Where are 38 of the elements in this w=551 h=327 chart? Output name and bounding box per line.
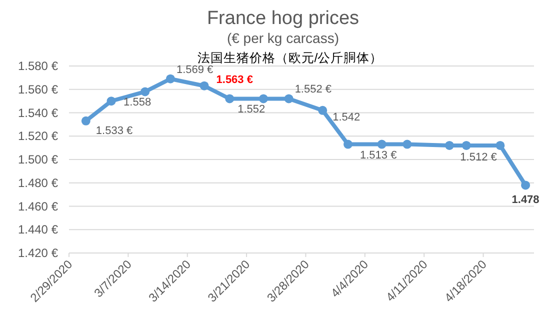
point	[444, 140, 454, 150]
data-label: 1.569 €	[176, 64, 214, 76]
y-tick-label: 1.580 €	[18, 59, 58, 73]
y-tick-label: 1.420 €	[18, 246, 58, 260]
point	[200, 81, 209, 90]
y-tick-label: 1.540 €	[18, 106, 58, 120]
data-label: 1.512 €	[460, 151, 497, 164]
y-tick-label: 1.460 €	[18, 199, 58, 214]
y-tick-label: 1.480 €	[18, 176, 58, 190]
point	[166, 74, 175, 84]
data-label: 1.558	[124, 96, 152, 109]
data-label: 1.552	[238, 104, 266, 116]
point	[402, 140, 412, 149]
point	[377, 140, 386, 149]
point	[284, 94, 294, 104]
point	[462, 140, 471, 150]
point	[318, 106, 328, 115]
point	[140, 87, 150, 96]
data-label: 1.552 €	[294, 84, 332, 96]
y-tick-label: 1.520 €	[18, 129, 58, 144]
data-label: 1.513 €	[360, 149, 397, 162]
data-label: 1.533 €	[96, 124, 133, 137]
text: 法国生猪价格（欧元/公斤胴体）	[197, 51, 383, 65]
data-label: 1.563 €	[216, 74, 253, 86]
data-label: 1.542	[332, 111, 360, 124]
y-tick-label: 1.560 €	[18, 82, 58, 96]
y-tick-label: 1.500 €	[18, 152, 58, 166]
y-tick-label: 1.440 €	[18, 222, 58, 237]
point	[521, 180, 530, 190]
point	[344, 140, 352, 149]
point	[106, 96, 116, 106]
chart-title: France hog prices	[206, 8, 360, 29]
point	[225, 94, 234, 104]
chart-subtitle: (€ per kg carcass)	[226, 30, 340, 46]
point	[496, 140, 505, 150]
point	[81, 116, 90, 126]
point	[258, 94, 268, 104]
data-label: 1.478	[512, 194, 540, 206]
